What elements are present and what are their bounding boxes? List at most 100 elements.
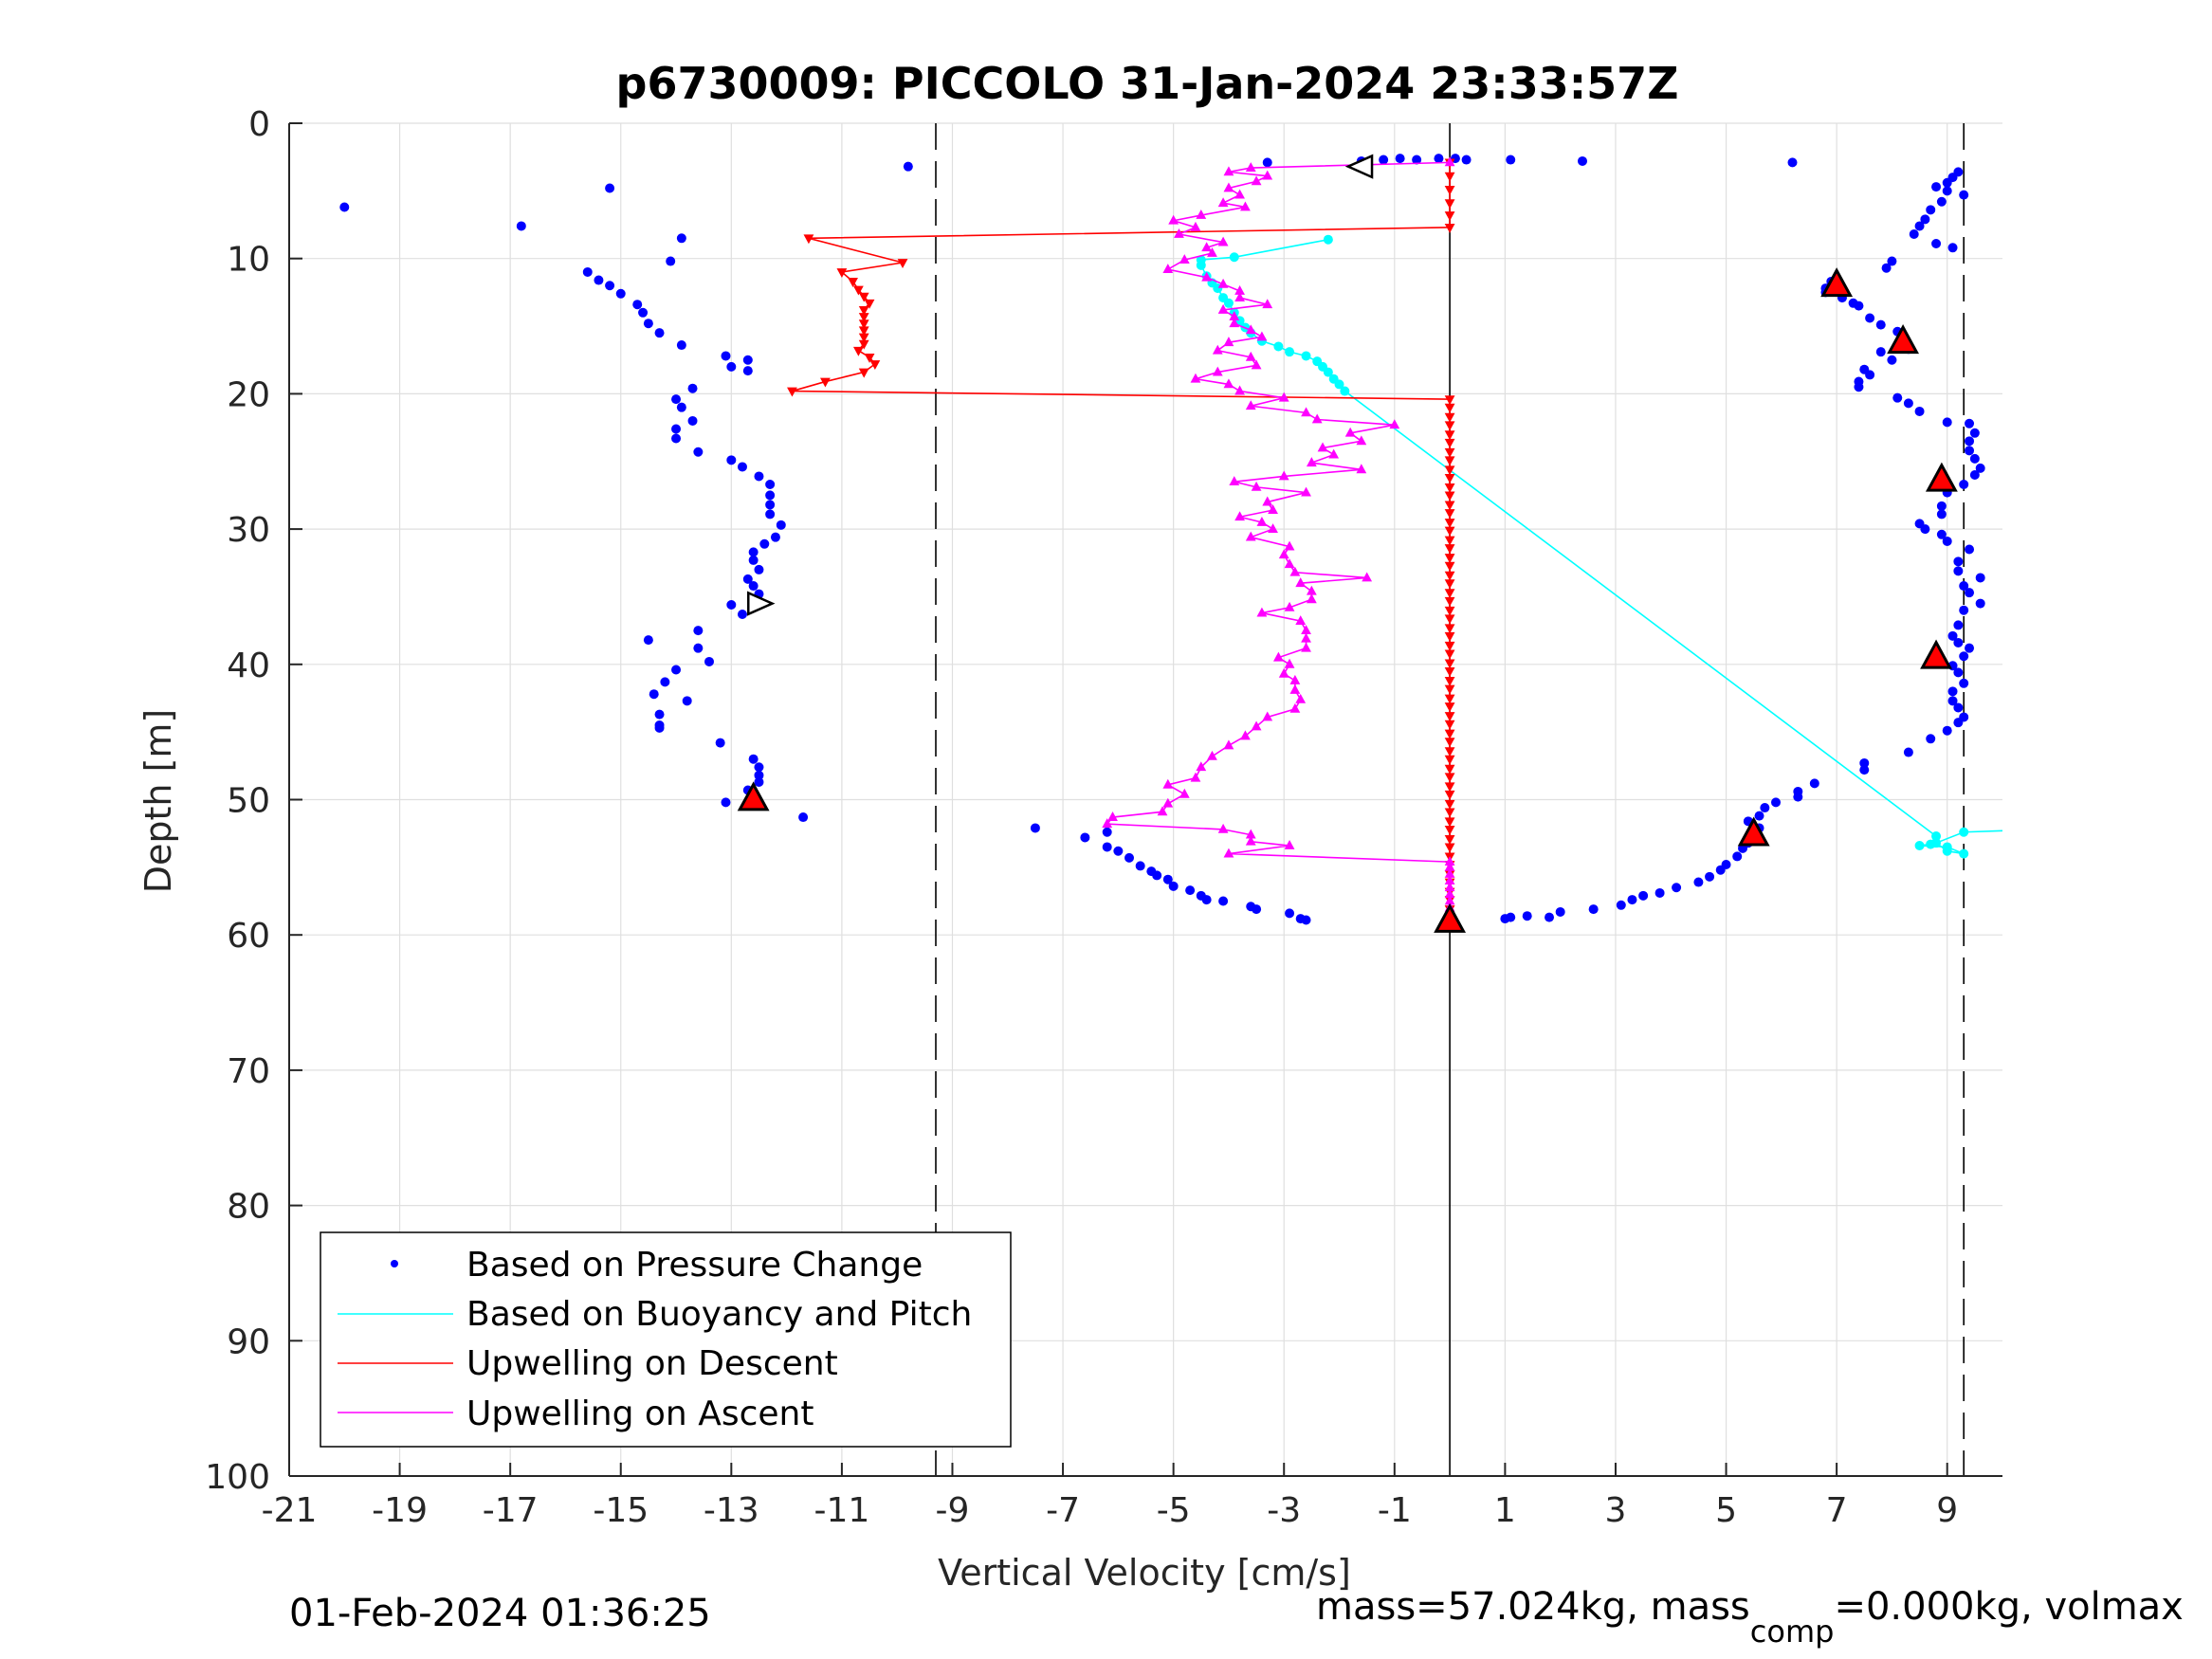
ascent-marker (1306, 593, 1317, 604)
pressure-point (1715, 865, 1726, 875)
y-tick-label: 40 (227, 647, 270, 685)
descent-marker (1444, 456, 1455, 466)
pressure-point (1506, 155, 1516, 165)
descent-marker (1444, 667, 1455, 677)
pressure-point (1285, 908, 1295, 919)
pressure-point (1965, 544, 1975, 555)
y-tick-label: 0 (248, 105, 270, 144)
legend-label-ascent: Upwelling on Ascent (466, 1395, 814, 1433)
pressure-point (1102, 827, 1112, 837)
axes (288, 122, 2002, 1477)
pressure-point (1942, 536, 1952, 546)
pressure-point (1185, 885, 1196, 896)
x-tick-label: 5 (1715, 1491, 1737, 1530)
pressure-point (1887, 256, 1897, 266)
pressure-point (1909, 229, 1919, 240)
pressure-point (1969, 453, 1980, 464)
pressure-point (1693, 877, 1704, 887)
descent-marker (1444, 186, 1455, 195)
ascent-marker (1284, 601, 1295, 611)
ascent-marker (1245, 835, 1256, 846)
descent-marker (1444, 694, 1455, 704)
ascent-marker (1278, 667, 1289, 678)
descent-marker (858, 292, 869, 302)
ascent-marker (1306, 585, 1317, 595)
ascent-marker (1251, 720, 1262, 731)
pressure-point (1732, 851, 1743, 862)
descent-marker (1444, 596, 1455, 607)
pressure-point (1787, 157, 1798, 168)
footer-timestamp: 01-Feb-2024 01:36:25 (289, 1592, 711, 1635)
descent-marker (1444, 790, 1455, 800)
ascent-marker (1256, 607, 1268, 617)
descent-marker (1444, 536, 1455, 546)
buoyancy-point (1196, 260, 1206, 270)
pressure-point (1953, 637, 1964, 647)
descent-marker (1444, 421, 1455, 431)
ascent-marker (1444, 895, 1455, 905)
ascent-marker (1190, 221, 1201, 231)
buoyancy-point (1340, 386, 1350, 396)
pressure-point (682, 696, 692, 706)
buoyancy-point (1931, 831, 1942, 842)
pressure-point (605, 281, 615, 291)
ascent-marker (1245, 324, 1256, 335)
event-triangle-marker (1434, 902, 1467, 933)
pressure-point (660, 677, 670, 687)
pressure-point (1461, 155, 1472, 165)
pressure-point (726, 455, 737, 465)
pressure-point (1969, 470, 1980, 481)
buoyancy-point (1334, 379, 1344, 390)
pressure-point (649, 689, 659, 700)
descent-marker (1444, 799, 1455, 810)
ascent-marker (1229, 476, 1240, 486)
pressure-point (693, 626, 704, 636)
ascent-marker (1295, 693, 1307, 703)
ascent-marker (1272, 651, 1284, 662)
descent-marker (848, 278, 858, 287)
pressure-point (1760, 803, 1770, 813)
ascent-marker (1207, 246, 1217, 257)
pressure-point (1953, 718, 1964, 728)
x-tick-label: -9 (936, 1491, 970, 1530)
descent-marker (897, 259, 908, 268)
pressure-point (1965, 446, 1975, 456)
pressure-point (339, 202, 350, 212)
pressure-point (1965, 418, 1975, 428)
x-tick-label: 1 (1494, 1491, 1516, 1530)
ascent-marker (1196, 761, 1207, 772)
ascent-marker (1311, 413, 1323, 424)
pressure-point (582, 266, 593, 277)
buoyancy-point (1285, 347, 1295, 357)
descent-marker (1444, 465, 1455, 476)
ascent-marker (1295, 577, 1307, 588)
ascent-marker (1174, 228, 1184, 238)
pressure-point (693, 447, 704, 457)
pressure-point (1942, 186, 1952, 196)
pressure-point (765, 490, 776, 501)
ascent-marker (1201, 271, 1213, 282)
pressure-point (1412, 155, 1422, 165)
ascent-marker (1212, 344, 1223, 355)
ascent-marker (1444, 156, 1455, 167)
buoyancy-point (1323, 367, 1333, 377)
pressure-point (1942, 725, 1952, 736)
pressure-point (1262, 157, 1272, 168)
pressure-point (671, 394, 682, 405)
pressure-point (721, 797, 731, 808)
ascent-marker (1356, 464, 1367, 474)
descent-marker (820, 377, 831, 388)
pressure-point (1947, 696, 1958, 706)
pressure-point (1947, 630, 1958, 641)
ascent-marker (1196, 210, 1207, 219)
legend-label-descent: Upwelling on Descent (466, 1344, 838, 1383)
descent-marker (1444, 720, 1455, 730)
pressure-point (594, 275, 604, 285)
pressure-point (1892, 392, 1903, 403)
descent-marker (1444, 199, 1455, 210)
descent-marker (803, 234, 814, 245)
descent-marker (1444, 817, 1455, 828)
y-tick-label: 60 (227, 917, 270, 956)
pressure-point (1080, 832, 1090, 843)
ascent-marker (1245, 400, 1256, 410)
